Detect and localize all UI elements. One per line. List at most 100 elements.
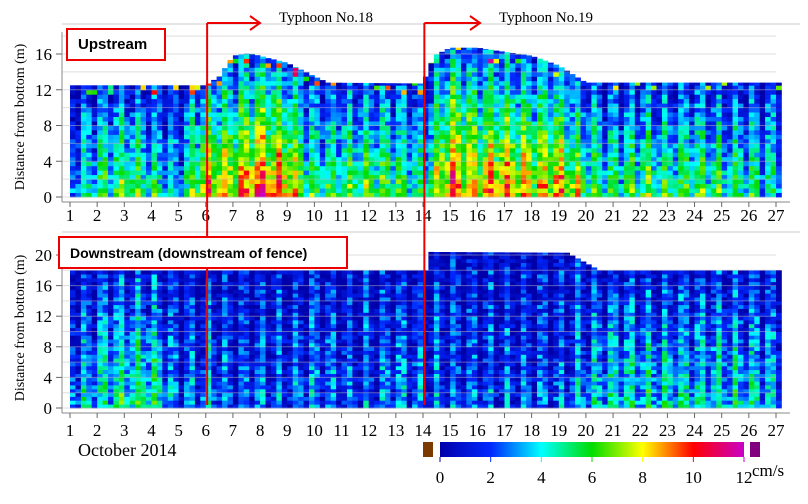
downstream-heatmap-cell [80,297,87,302]
upstream-heatmap-cell [509,89,516,95]
upstream-heatmap-cell [254,98,261,104]
upstream-heatmap-cell [260,85,266,91]
upstream-heatmap-cell [140,138,147,144]
upstream-heatmap-cell [471,89,478,95]
upstream-heatmap-cell [200,165,207,171]
downstream-heatmap-cell [184,316,190,321]
upstream-heatmap-cell [146,188,152,193]
upstream-heatmap-cell [738,121,744,126]
upstream-heatmap-cell [260,152,266,158]
upstream-heatmap-cell [634,85,641,91]
upstream-heatmap-cell [135,165,141,171]
upstream-heatmap-cell [455,147,462,153]
downstream-heatmap-cell [227,358,234,363]
upstream-heatmap-cell [444,121,451,126]
upstream-heatmap-cell [265,161,272,167]
upstream-heatmap-cell [178,170,185,176]
upstream-heatmap-cell [651,134,657,140]
downstream-heatmap-cell [162,316,169,321]
upstream-heatmap-cell [694,138,701,144]
downstream-heatmap-cell [222,400,228,405]
upstream-heatmap-cell [493,138,500,144]
downstream-heatmap-cell [249,350,255,355]
upstream-heatmap-cell [270,192,277,198]
upstream-heatmap-cell [314,98,321,104]
upstream-heatmap-cell [222,152,228,158]
upstream-heatmap-cell [254,94,261,100]
upstream-heatmap-cell [417,112,424,117]
downstream-heatmap-cell [80,339,87,344]
upstream-heatmap-cell [232,116,239,122]
upstream-heatmap-cell [216,192,223,198]
upstream-heatmap-cell [80,143,87,149]
upstream-heatmap-cell [412,112,418,117]
upstream-heatmap-cell [564,116,570,122]
upstream-heatmap-cell [80,125,87,131]
upstream-heatmap-cell [558,103,565,109]
downstream-heatmap-cell [102,300,109,306]
upstream-heatmap-cell [140,112,147,117]
upstream-heatmap-cell [151,89,158,95]
upstream-heatmap-cell [86,130,93,135]
downstream-heatmap-cell [102,331,109,336]
upstream-heatmap-cell [634,125,641,131]
upstream-heatmap-cell [151,147,158,153]
upstream-heatmap-cell [341,174,348,180]
upstream-heatmap-cell [113,112,120,117]
upstream-heatmap-cell [754,107,761,113]
upstream-heatmap-cell [341,116,348,122]
downstream-heatmap-cell [113,297,120,302]
upstream-heatmap-cell [499,179,505,184]
upstream-heatmap-cell [770,170,777,176]
upstream-heatmap-cell [439,54,446,59]
downstream-heatmap-cell [70,300,76,306]
downstream-heatmap-cell [97,369,103,374]
upstream-heatmap-cell [727,138,733,144]
upstream-heatmap-cell [602,134,608,140]
upstream-heatmap-cell [488,156,494,162]
upstream-heatmap-cell [184,143,190,149]
upstream-heatmap-cell [292,152,299,158]
upstream-heatmap-cell [471,161,478,167]
upstream-heatmap-cell [189,112,196,117]
upstream-heatmap-cell [759,170,766,176]
upstream-heatmap-cell [471,54,478,59]
upstream-heatmap-cell [428,192,435,198]
upstream-heatmap-cell [222,156,228,162]
upstream-heatmap-cell [455,125,462,131]
upstream-heatmap-cell [86,116,93,122]
upstream-heatmap-cell [683,192,690,198]
upstream-heatmap-cell [309,121,315,126]
upstream-heatmap-cell [656,138,663,144]
upstream-heatmap-cell [379,152,386,158]
downstream-heatmap-cell [118,381,125,386]
downstream-heatmap-cell [243,369,250,374]
upstream-heatmap-cell [710,161,717,167]
upstream-heatmap-cell [765,138,771,144]
upstream-heatmap-cell [162,188,169,193]
upstream-heatmap-cell [254,125,261,131]
upstream-heatmap-cell [623,161,630,167]
upstream-heatmap-cell [634,174,641,180]
upstream-heatmap-cell [243,152,250,158]
upstream-heatmap-cell [433,147,440,153]
downstream-heatmap-cell [254,350,261,355]
downstream-heatmap-cell [227,270,234,275]
downstream-heatmap-cell [135,297,141,302]
upstream-heatmap-cell [336,192,342,198]
upstream-heatmap-cell [146,174,152,180]
upstream-heatmap-cell [140,147,147,153]
upstream-heatmap-cell [488,121,494,126]
upstream-heatmap-cell [325,174,331,180]
downstream-heatmap-cell [75,385,82,390]
upstream-heatmap-cell [471,47,478,50]
downstream-heatmap-cell [178,335,185,340]
upstream-heatmap-cell [167,188,174,193]
upstream-heatmap-cell [488,94,494,100]
upstream-heatmap-cell [504,54,511,59]
upstream-heatmap-cell [585,183,592,189]
upstream-heatmap-cell [547,94,554,100]
upstream-heatmap-cell [596,170,603,176]
upstream-heatmap-cell [748,174,755,180]
downstream-heatmap-cell [254,285,261,290]
